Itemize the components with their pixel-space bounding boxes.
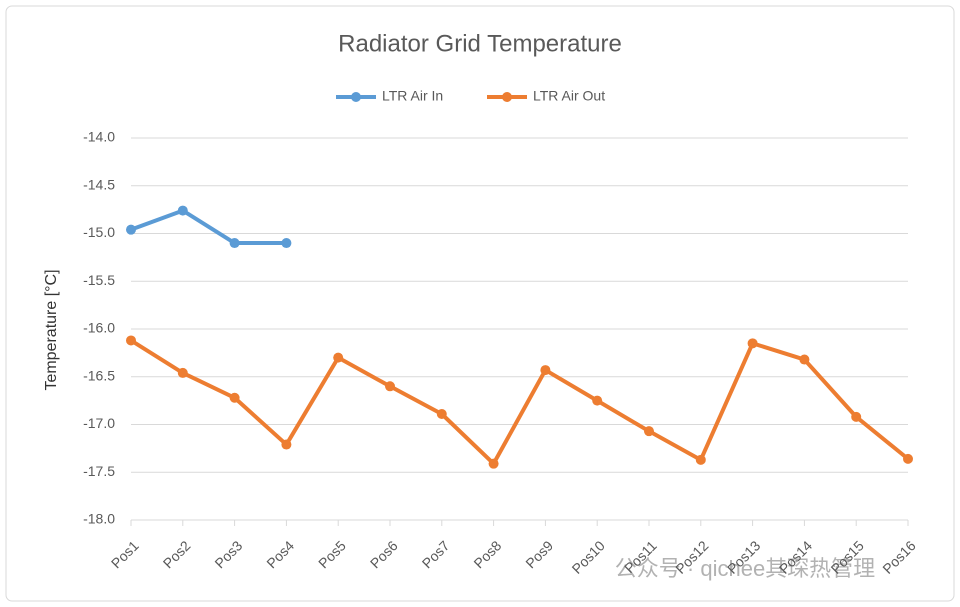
y-tick-label: -15.0 bbox=[83, 224, 115, 240]
legend-label: LTR Air In bbox=[382, 88, 443, 104]
y-axis-title: Temperature [°C] bbox=[43, 269, 60, 390]
point bbox=[851, 411, 862, 422]
chart-border bbox=[5, 5, 955, 602]
point bbox=[644, 426, 654, 437]
y-tick-label: -14.5 bbox=[83, 176, 115, 192]
point bbox=[281, 439, 292, 450]
watermark: 公众号 · qichee其琛热管理 bbox=[615, 556, 875, 581]
y-tick-label: -16.0 bbox=[83, 320, 115, 336]
y-tick-label: -17.0 bbox=[83, 415, 115, 431]
series-line bbox=[130, 208, 287, 246]
point bbox=[799, 354, 810, 365]
point bbox=[229, 238, 240, 249]
point bbox=[229, 392, 240, 403]
y-tick-label: -18.0 bbox=[83, 511, 115, 527]
point bbox=[385, 381, 395, 392]
y-tick-label: -15.5 bbox=[83, 272, 115, 288]
point bbox=[436, 408, 447, 419]
point bbox=[592, 395, 603, 406]
point bbox=[177, 367, 188, 378]
chart-title: Radiator Grid Temperature bbox=[338, 30, 622, 57]
y-tick-label: -14.0 bbox=[83, 129, 115, 145]
point bbox=[177, 205, 188, 216]
point bbox=[747, 338, 758, 349]
legend-marker bbox=[351, 92, 361, 102]
point bbox=[281, 238, 292, 249]
y-tick-label: -16.5 bbox=[83, 367, 115, 383]
legend-marker bbox=[502, 92, 512, 102]
series-line bbox=[129, 338, 910, 466]
point bbox=[540, 365, 551, 376]
point bbox=[903, 453, 913, 464]
legend-label: LTR Air Out bbox=[533, 88, 605, 104]
point bbox=[126, 224, 136, 235]
point bbox=[695, 454, 706, 465]
point bbox=[126, 335, 136, 346]
y-tick-label: -17.5 bbox=[83, 463, 115, 479]
point bbox=[488, 458, 499, 469]
point bbox=[333, 352, 344, 363]
